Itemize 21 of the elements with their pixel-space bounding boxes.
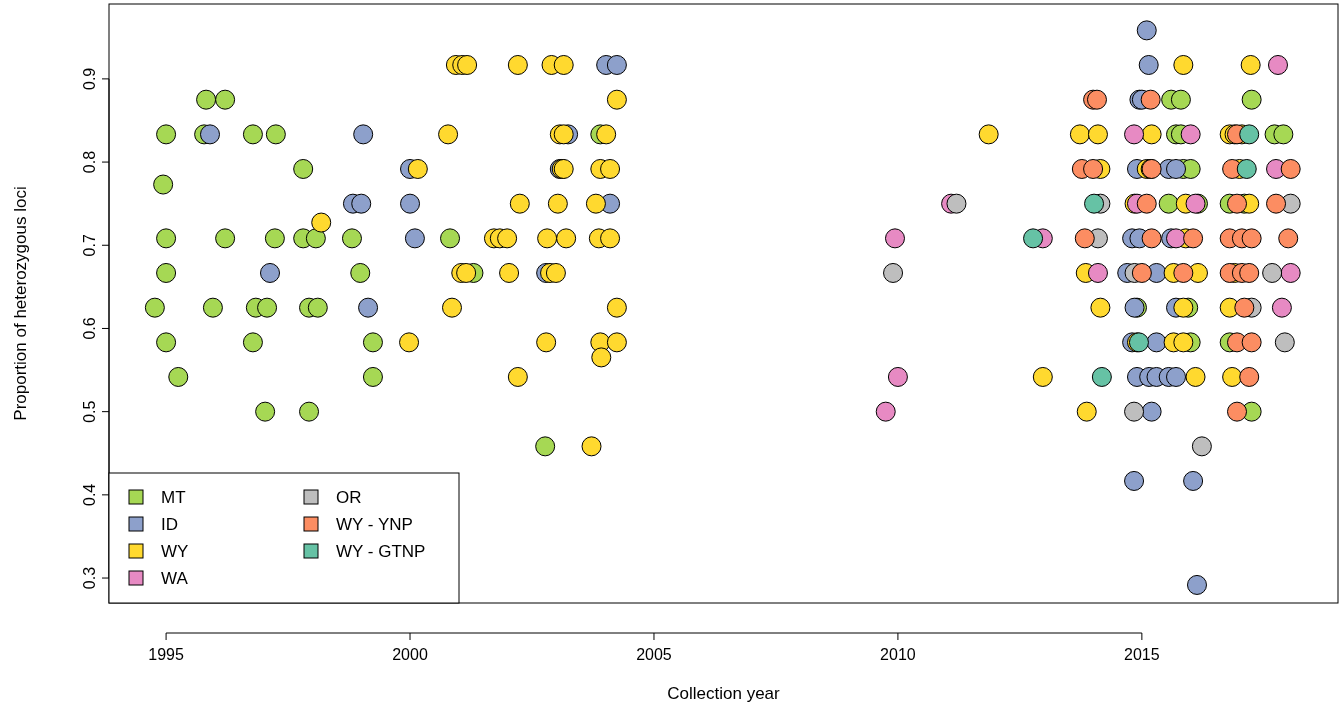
legend-label: OR	[336, 488, 362, 507]
legend-label: WA	[161, 569, 189, 588]
legend-label: ID	[161, 515, 178, 534]
x-tick-label: 2015	[1124, 646, 1160, 663]
y-tick-label: 0.8	[81, 150, 98, 174]
y-tick-label: 0.9	[81, 67, 98, 90]
x-tick-label: 2010	[880, 646, 916, 663]
y-tick-label: 0.5	[81, 400, 98, 423]
legend-label: WY - GTNP	[336, 542, 426, 561]
y-tick-label: 0.4	[81, 483, 98, 506]
y-axis-title: Proportion of heterozygous loci	[11, 186, 30, 421]
x-axis-title: Collection year	[667, 684, 781, 703]
legend-label: WY	[161, 542, 189, 561]
y-tick-label: 0.6	[81, 317, 98, 340]
x-tick-label: 1995	[148, 646, 184, 663]
legend-label: MT	[161, 488, 186, 507]
y-tick-label: 0.7	[81, 234, 98, 257]
x-tick-label: 2000	[392, 646, 428, 663]
x-tick-label: 2005	[636, 646, 672, 663]
y-tick-label: 0.3	[81, 566, 98, 590]
legend-label: WY - YNP	[336, 515, 413, 534]
